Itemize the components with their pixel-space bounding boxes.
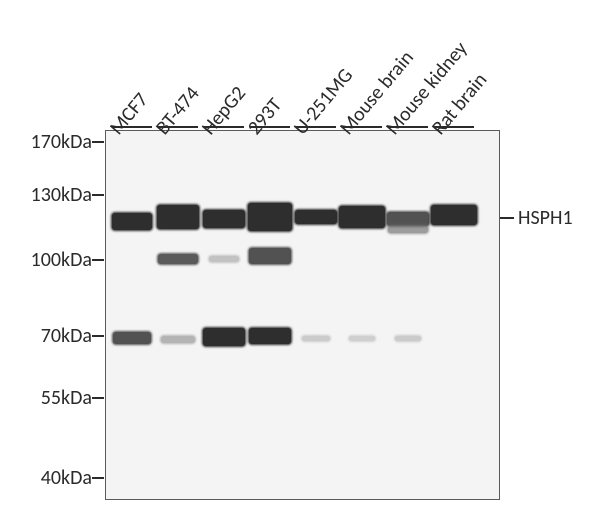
blot-band <box>387 212 429 226</box>
mw-tick <box>92 141 104 143</box>
blot-band <box>249 328 291 344</box>
blot-band <box>248 203 292 231</box>
mw-label: 55kDa <box>41 386 92 410</box>
protein-name-label: HSPH1 <box>518 206 573 230</box>
blot-band <box>112 213 152 230</box>
mw-label: 100kDa <box>31 248 92 272</box>
blot-band <box>161 336 195 343</box>
blot-membrane <box>105 130 500 500</box>
blot-band <box>349 336 375 341</box>
blot-band <box>395 336 421 341</box>
blot-band <box>339 206 385 228</box>
mw-label: 40kDa <box>41 466 92 490</box>
western-blot-figure: 170kDa130kDa100kDa70kDa55kDa40kDaMCF7BT-… <box>0 0 590 510</box>
mw-tick <box>92 335 104 337</box>
protein-tick <box>500 217 514 219</box>
blot-band <box>158 254 198 264</box>
mw-label: 70kDa <box>41 324 92 348</box>
mw-tick <box>92 477 104 479</box>
mw-label: 130kDa <box>31 183 92 207</box>
mw-tick <box>92 194 104 196</box>
blot-band <box>295 210 337 224</box>
blot-band <box>388 226 428 233</box>
blot-band <box>113 332 151 344</box>
mw-label: 170kDa <box>31 130 92 154</box>
mw-tick <box>92 397 104 399</box>
blot-band <box>249 248 291 264</box>
blot-band <box>203 328 245 346</box>
blot-band <box>431 205 477 225</box>
blot-band <box>157 205 199 229</box>
blot-band <box>203 210 245 228</box>
mw-tick <box>92 259 104 261</box>
blot-band <box>209 256 239 262</box>
blot-band <box>302 336 330 341</box>
